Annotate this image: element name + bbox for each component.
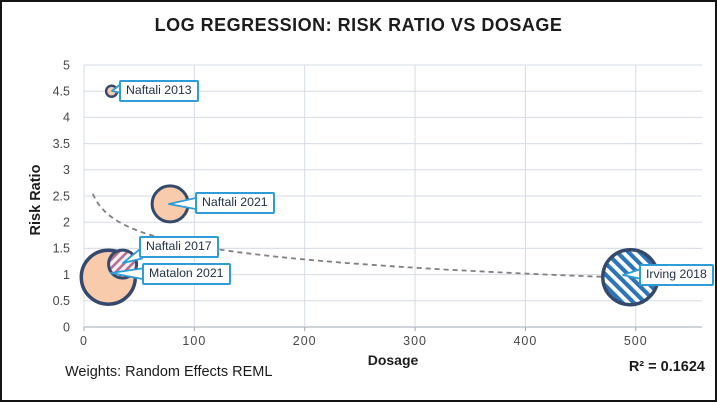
y-tick-label: 2.5	[53, 189, 70, 203]
callout-naftali-2017: Naftali 2017	[139, 236, 219, 258]
callout-naftali-2021: Naftali 2021	[195, 192, 275, 214]
x-tick-label: 0	[80, 334, 88, 348]
callout-naftali-2013: Naftali 2013	[119, 80, 199, 102]
y-tick-label: 0	[63, 320, 70, 334]
y-tick-label: 1.5	[53, 242, 70, 256]
y-tick-label: 4.5	[53, 85, 70, 99]
x-tick-label: 100	[182, 334, 206, 348]
weights-note: Weights: Random Effects REML	[65, 364, 273, 380]
x-tick-label: 300	[403, 334, 427, 348]
x-tick-label: 500	[624, 334, 648, 348]
chart-title: LOG REGRESSION: RISK RATIO VS DOSAGE	[154, 15, 563, 35]
x-axis-title: Dosage	[367, 352, 419, 368]
callout-irving-2018: Irving 2018	[639, 264, 714, 286]
y-tick-label: 4	[63, 111, 70, 125]
callout-matalon-2021: Matalon 2021	[142, 263, 231, 285]
y-tick-label: 0.5	[53, 294, 70, 308]
x-tick-label: 400	[513, 334, 537, 348]
y-tick-label: 2	[63, 216, 70, 230]
r-squared-value: R² = 0.1624	[628, 359, 705, 375]
y-tick-label: 3	[63, 163, 70, 177]
y-tick-label: 5	[63, 58, 70, 72]
y-tick-label: 1	[63, 268, 70, 282]
x-tick-label: 200	[293, 334, 317, 348]
y-tick-label: 3.5	[53, 137, 70, 151]
